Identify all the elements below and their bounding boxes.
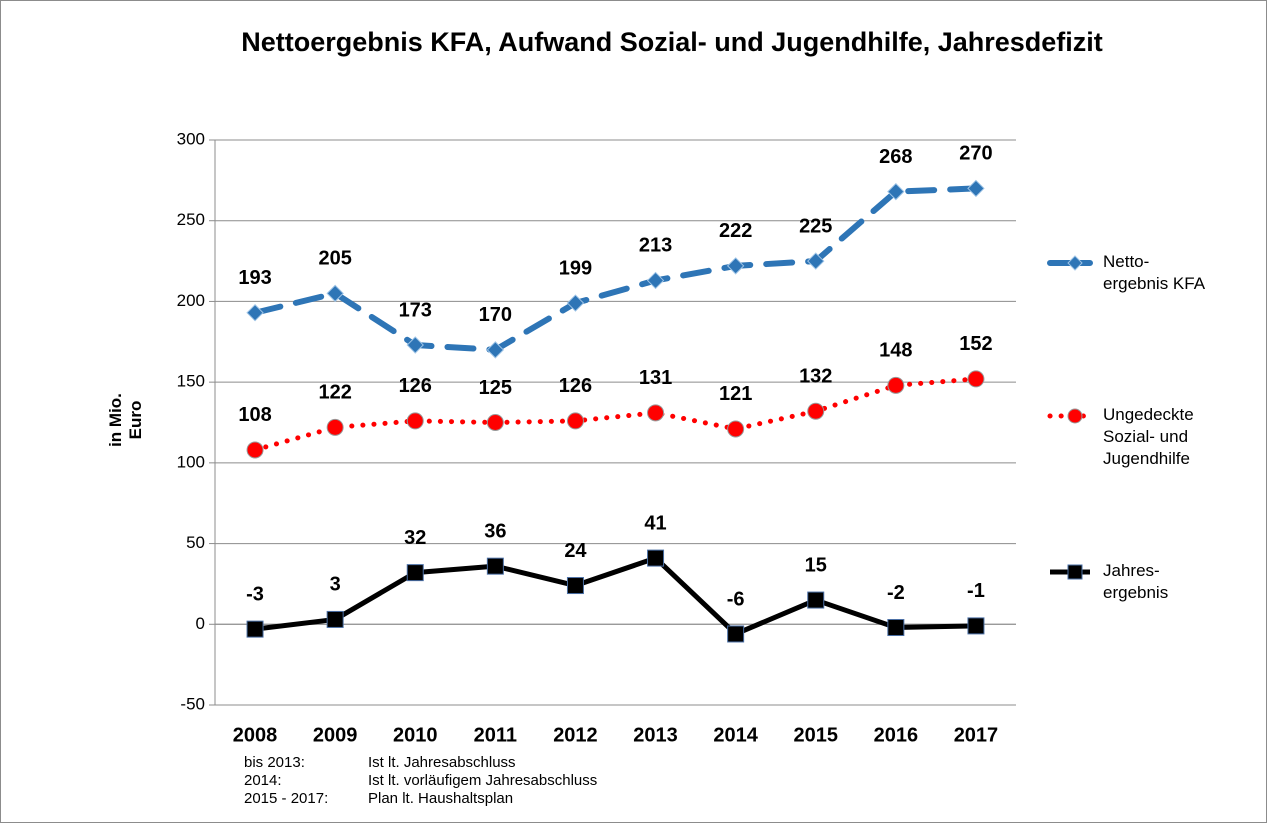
footnote: Ist lt. vorläufigem Jahresabschluss [368,772,598,789]
legend-label: Ungedeckte Sozial- und Jugendhilfe [1103,405,1194,468]
marker [486,557,504,575]
data-label: -6 [727,588,745,610]
marker [246,620,264,638]
data-label: 121 [719,383,752,405]
x-tick-label: 2011 [474,724,517,746]
marker [406,412,424,430]
marker [246,304,264,322]
y-axis-label: in Mio. Euro [106,393,145,447]
data-label: 205 [318,248,351,270]
legend-marker [1067,564,1083,580]
footnote: bis 2013: [244,754,305,771]
data-label: 32 [404,527,426,549]
data-label: 148 [879,340,912,362]
data-label: 126 [399,375,432,397]
data-label: 193 [238,267,271,289]
marker [727,625,745,643]
data-label: 131 [639,367,672,389]
footnote: 2014: [244,772,282,789]
x-tick-label: 2017 [954,724,999,746]
legend-marker [1067,255,1083,271]
data-label: 132 [799,365,832,387]
data-label: 199 [559,257,592,279]
data-label: 225 [799,215,832,237]
marker [726,257,745,275]
marker [486,414,504,431]
chart-title: Nettoergebnis KFA, Aufwand Sozial- und J… [241,27,1103,57]
y-tick-label: 150 [177,372,205,391]
marker [246,441,264,459]
y-tick-label: 100 [177,452,205,471]
data-label: 24 [564,540,587,562]
data-label: -1 [967,580,985,602]
marker [646,271,665,290]
marker [406,564,424,582]
marker [566,577,584,595]
x-tick-label: 2012 [553,724,598,746]
marker [566,412,584,430]
marker [967,179,985,198]
data-label: 268 [879,146,912,168]
marker [486,341,505,359]
data-label: 270 [959,143,992,165]
data-label: 126 [559,375,592,397]
marker [807,402,825,420]
x-tick-label: 2008 [233,724,278,746]
marker [887,182,905,201]
data-label: 222 [719,220,752,242]
x-tick-label: 2010 [393,724,438,746]
legend-label: Netto- ergebnis KFA [1103,252,1206,293]
data-label: 173 [399,299,432,321]
marker [807,252,825,270]
marker [727,420,745,438]
marker [887,619,905,637]
data-label: 170 [479,304,512,326]
marker [647,549,665,567]
y-tick-label: 0 [196,614,205,633]
legend-marker [1067,408,1083,424]
marker [967,370,985,388]
marker [406,336,424,354]
data-label: 3 [330,574,341,596]
marker [326,284,344,303]
marker [967,617,985,635]
data-label: 36 [484,520,506,542]
footnote: Plan lt. Haushaltsplan [368,790,514,807]
y-tick-label: 50 [186,533,205,552]
data-label: 122 [318,382,351,404]
series-line [254,555,977,637]
marker [887,376,905,394]
data-label: 15 [805,554,827,576]
data-label: 152 [959,333,992,355]
marker [326,418,344,436]
x-tick-label: 2015 [794,724,839,746]
series-line [252,185,979,353]
legend-label: Jahres- ergebnis [1103,561,1169,602]
footnote: 2015 - 2017: [244,790,329,807]
marker [647,404,665,422]
data-label: 213 [639,235,672,257]
series-line [252,376,979,453]
data-label: 108 [238,404,271,426]
data-label: 41 [644,512,666,534]
x-tick-label: 2014 [713,724,758,746]
x-tick-label: 2016 [874,724,919,746]
marker [326,610,344,628]
x-tick-label: 2013 [633,724,678,746]
y-tick-label: 300 [177,129,205,148]
y-tick-label: -50 [180,694,205,713]
y-tick-label: 200 [177,291,205,310]
data-label: 125 [479,377,512,399]
marker [566,294,585,312]
y-tick-label: 250 [177,210,205,229]
data-label: -2 [887,582,905,604]
marker [807,591,825,609]
x-tick-label: 2009 [313,724,358,746]
data-label: -3 [246,583,264,605]
footnote: Ist lt. Jahresabschluss [368,754,516,771]
